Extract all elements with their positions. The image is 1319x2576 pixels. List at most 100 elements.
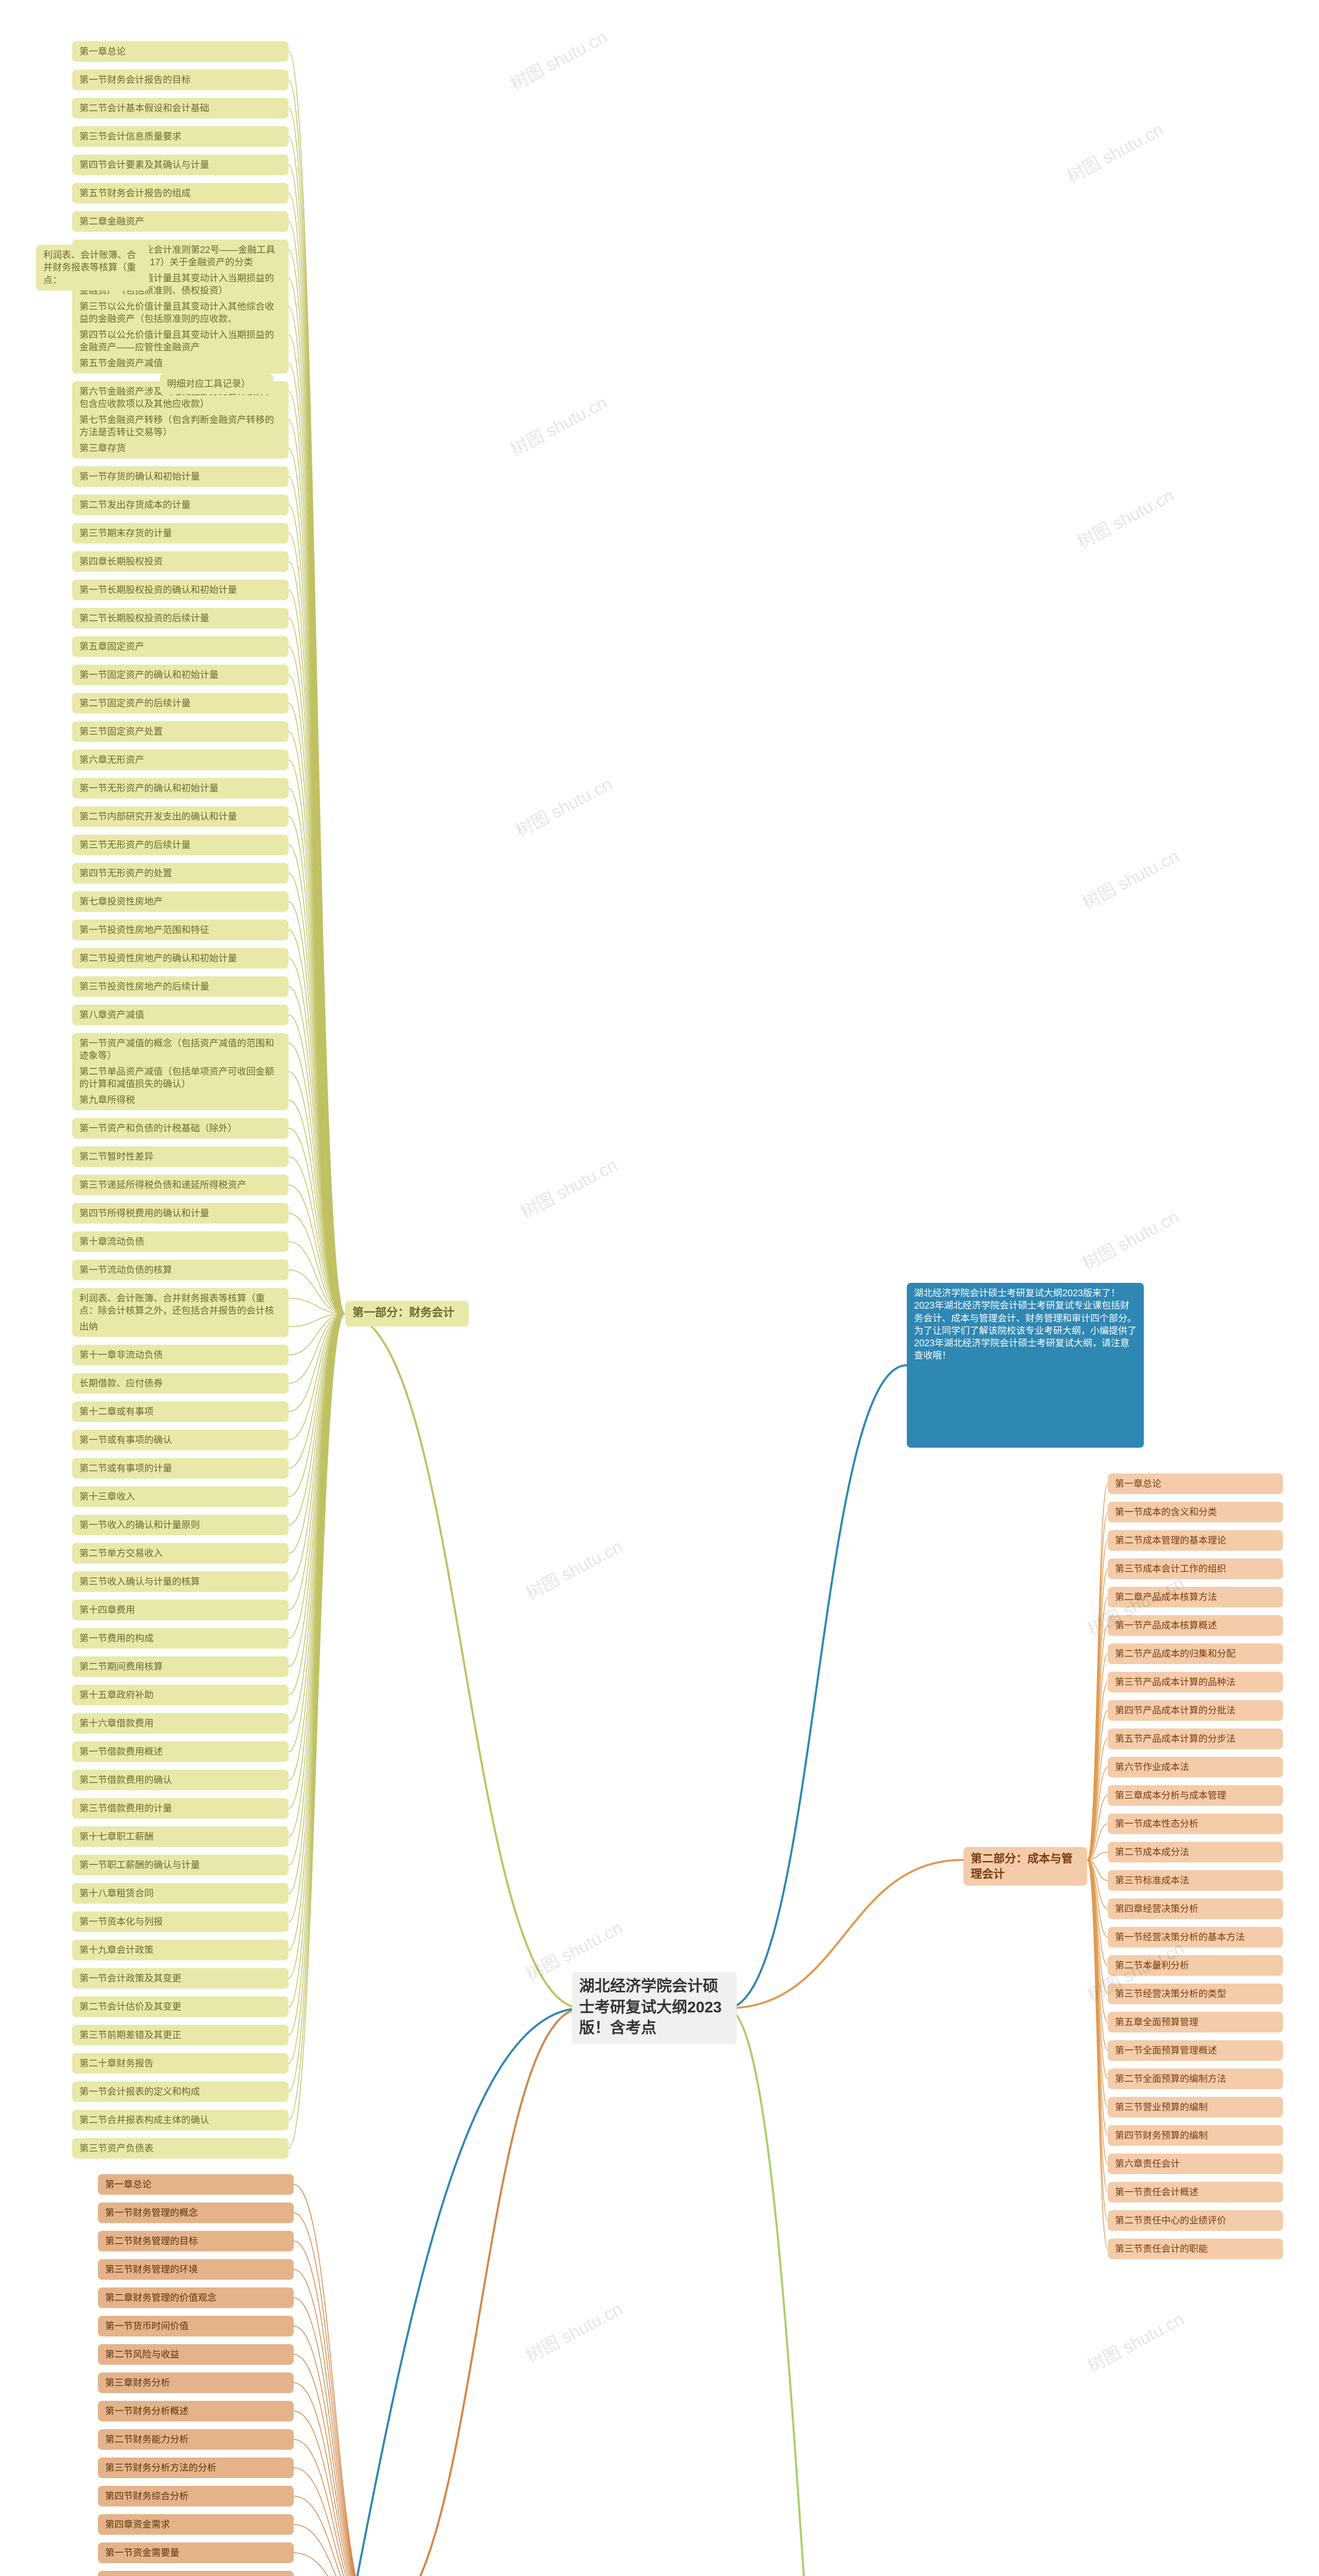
leaf-s2-13: 第二节成本成分法 [1108,1842,1283,1862]
leaf-s1-45: 出纳 [72,1316,289,1337]
watermark: 树图 shutu.cn [521,2295,627,2367]
leaf-s1-28: 第三节无形资产的后续计量 [72,835,289,855]
leaf-s1-41: 第四节所得税费用的确认和计量 [72,1203,289,1224]
leaf-s1-46: 第十一章非流动负债 [72,1345,289,1365]
leaf-s1-71: 第二十章财务报告 [72,2053,289,2074]
leaf-s1-60: 第一节借款费用概述 [72,1741,289,1762]
leaf-s1-38: 第一节资产和负债的计税基础（除外） [72,1118,289,1139]
leaf-s3-11: 第四节财务综合分析 [98,2486,294,2506]
leaf-s2-2: 第二节成本管理的基本理论 [1108,1530,1283,1551]
leaf-s2-4: 第二章产品成本核算方法 [1108,1587,1283,1607]
intro-block: 湖北经济学院会计硕士考研复试大纲2023版来了！2023年湖北经济学院会计硕士考… [907,1283,1144,1448]
leaf-s1-31: 第一节投资性房地产范围和特征 [72,920,289,940]
leaf-s1-34: 第八章资产减值 [72,1005,289,1025]
leaf-s1-25: 第六章无形资产 [72,750,289,770]
s1-extra-0: 利润表、会计账簿、合并财务报表等核算（重点： [36,245,149,291]
leaf-s1-53: 第二节单方交易收入 [72,1543,289,1564]
leaf-s3-14: 第二节长期筹资方式 [98,2571,294,2576]
leaf-s1-4: 第四节会计要素及其确认与计量 [72,155,289,175]
leaf-s3-2: 第二节财务管理的目标 [98,2231,294,2251]
leaf-s2-21: 第二节全面预算的编制方法 [1108,2069,1283,2089]
leaf-s1-48: 第十二章或有事项 [72,1401,289,1422]
leaf-s2-12: 第一节成本性态分析 [1108,1814,1283,1834]
watermark: 树图 shutu.cn [516,1151,621,1224]
leaf-s3-13: 第一节资金需要量 [98,2543,294,2563]
leaf-s2-0: 第一章总论 [1108,1473,1283,1494]
section-s2: 第二部分：成本与管理会计 [963,1847,1087,1886]
watermark: 树图 shutu.cn [1077,842,1183,914]
leaf-s1-21: 第五章固定资产 [72,636,289,657]
leaf-s3-5: 第一节货币时间价值 [98,2316,294,2336]
leaf-s1-66: 第一节资本化与列报 [72,1911,289,1932]
leaf-s1-39: 第二节暂时性差异 [72,1146,289,1167]
leaf-s1-59: 第十六章借款费用 [72,1713,289,1734]
leaf-s1-42: 第十章流动负债 [72,1231,289,1252]
watermark: 树图 shutu.cn [1077,1203,1183,1275]
leaf-s3-8: 第一节财务分析概述 [98,2401,294,2421]
leaf-s3-4: 第二章财务管理的价值观念 [98,2287,294,2308]
leaf-s1-2: 第二节会计基本假设和会计基础 [72,98,289,118]
leaf-s2-19: 第五章全面预算管理 [1108,2012,1283,2032]
leaf-s2-16: 第一节经营决策分析的基本方法 [1108,1927,1283,1947]
leaf-s3-12: 第四章资金需求 [98,2514,294,2535]
leaf-s1-24: 第三节固定资产处置 [72,721,289,742]
leaf-s1-15: 第一节存货的确认和初始计量 [72,466,289,487]
leaf-s1-74: 第三节资产负债表 [72,2138,289,2159]
leaf-s1-6: 第二章金融资产 [72,211,289,232]
leaf-s1-58: 第十五章政府补助 [72,1685,289,1705]
leaf-s1-11: 第五节金融资产减值 [72,353,289,374]
leaf-s1-29: 第四节无形资产的处置 [72,863,289,884]
leaf-s1-73: 第二节合并报表构成主体的确认 [72,2110,289,2130]
watermark: 树图 shutu.cn [511,770,616,842]
leaf-s2-14: 第三节标准成本法 [1108,1870,1283,1891]
leaf-s1-23: 第二节固定资产的后续计量 [72,693,289,714]
s1-extra-1: 明细对应工具记录） [160,374,273,394]
leaf-s2-6: 第二节产品成本的归集和分配 [1108,1643,1283,1664]
watermark: 树图 shutu.cn [521,1533,627,1605]
leaf-s1-62: 第三节借款费用的计量 [72,1798,289,1819]
leaf-s1-27: 第二节内部研究开发支出的确认和计量 [72,806,289,827]
leaf-s1-56: 第一节费用的构成 [72,1628,289,1649]
leaf-s1-69: 第二节会计估价及其变更 [72,1996,289,2017]
leaf-s2-8: 第四节产品成本计算的分批法 [1108,1700,1283,1721]
leaf-s2-20: 第一节全面预算管理概述 [1108,2040,1283,2061]
leaf-s1-57: 第二节期间费用核算 [72,1656,289,1677]
leaf-s1-54: 第三节收入确认与计量的核算 [72,1571,289,1592]
leaf-s1-0: 第一章总论 [72,41,289,62]
leaf-s2-24: 第六章责任会计 [1108,2154,1283,2174]
section-s1: 第一部分：财务会计 [345,1301,469,1327]
leaf-s1-49: 第一节或有事项的确认 [72,1430,289,1450]
leaf-s2-1: 第一节成本的含义和分类 [1108,1502,1283,1522]
leaf-s3-3: 第三节财务管理的环境 [98,2259,294,2280]
center-title: 湖北经济学院会计硕士考研复试大纲2023版！含考点 [572,1972,737,2044]
leaf-s1-32: 第二节投资性房地产的确认和初始计量 [72,948,289,969]
leaf-s1-40: 第三节递延所得税负债和递延所得税资产 [72,1175,289,1195]
leaf-s1-67: 第十九章会计政策 [72,1940,289,1960]
leaf-s1-33: 第三节投资性房地产的后续计量 [72,976,289,997]
leaf-s1-19: 第一节长期股权投资的确认和初始计量 [72,580,289,600]
leaf-s1-30: 第七章投资性房地产 [72,891,289,912]
watermark: 树图 shutu.cn [1083,2306,1188,2378]
leaf-s1-64: 第一节职工薪酬的确认与计量 [72,1855,289,1875]
leaf-s2-25: 第一节责任会计概述 [1108,2182,1283,2202]
leaf-s1-68: 第一节会计政策及其变更 [72,1968,289,1989]
leaf-s1-70: 第三节前期差错及其更正 [72,2025,289,2045]
leaf-s2-15: 第四章经营决策分析 [1108,1899,1283,1919]
leaf-s2-3: 第三节成本会计工作的组织 [1108,1558,1283,1579]
leaf-s2-9: 第五节产品成本计算的分步法 [1108,1728,1283,1749]
leaf-s1-16: 第二节发出存货成本的计量 [72,495,289,515]
watermark: 树图 shutu.cn [505,23,611,95]
leaf-s2-10: 第六节作业成本法 [1108,1757,1283,1777]
leaf-s3-9: 第二节财务能力分析 [98,2429,294,2450]
leaf-s1-5: 第五节财务会计报告的组成 [72,183,289,204]
leaf-s3-7: 第三章财务分析 [98,2372,294,2393]
leaf-s1-22: 第一节固定资产的确认和初始计量 [72,665,289,685]
leaf-s1-14: 第三章存货 [72,438,289,459]
leaf-s2-11: 第三章成本分析与成本管理 [1108,1785,1283,1806]
leaf-s3-1: 第一节财务管理的概念 [98,2202,294,2223]
leaf-s1-1: 第一节财务会计报告的目标 [72,70,289,90]
leaf-s1-43: 第一节流动负债的核算 [72,1260,289,1280]
leaf-s1-51: 第十三章收入 [72,1486,289,1507]
leaf-s2-27: 第三节责任会计的职能 [1108,2239,1283,2259]
leaf-s1-37: 第九章所得税 [72,1090,289,1110]
